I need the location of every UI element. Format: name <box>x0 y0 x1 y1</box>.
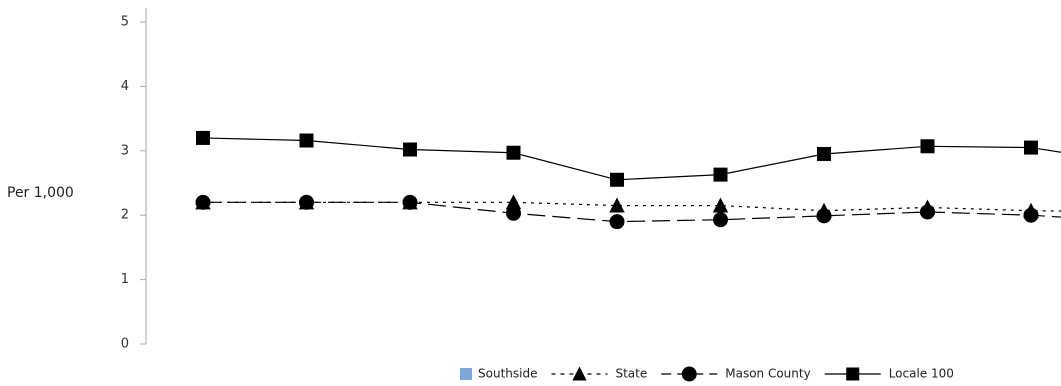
legend-label-locale-100: Locale 100 <box>889 367 954 381</box>
data-point-locale-100-3 <box>403 142 417 157</box>
data-point-mason-county-5 <box>609 214 625 230</box>
data-point-mason-county-6 <box>713 212 728 228</box>
data-point-locale-100-6 <box>713 167 728 182</box>
legend-label-state: State <box>615 367 647 381</box>
data-point-locale-100-4 <box>506 145 521 160</box>
data-point-locale-100-9 <box>1024 140 1038 155</box>
legend-label-southside: Southside <box>478 367 537 381</box>
data-point-mason-county-2 <box>299 194 314 210</box>
y-axis-label: Per 1,000 <box>7 185 74 201</box>
legend-label-mason-county: Mason County <box>725 367 810 381</box>
y-tick-label-3: 3 <box>121 143 129 158</box>
legend-item-mason-county: Mason County <box>661 366 811 382</box>
y-tick-label-1: 1 <box>121 272 129 287</box>
data-point-state-4 <box>505 194 522 210</box>
series-line-locale-100 <box>202 137 1061 181</box>
data-point-locale-100-1 <box>196 130 210 145</box>
data-point-locale-100-8 <box>920 139 935 154</box>
legend-item-locale-100: Locale 100 <box>824 367 954 381</box>
legend-swatch-southside <box>460 368 472 380</box>
series-line-mason-county <box>203 201 1061 223</box>
data-point-mason-county-9 <box>1023 207 1039 223</box>
axes: 0 1 2 3 4 5 <box>121 8 147 352</box>
data-point-locale-100-5 <box>610 172 624 187</box>
data-point-mason-county-7 <box>816 208 832 224</box>
legend-marker-state <box>572 366 587 381</box>
legend: Southside State Mason County Locale 100 <box>460 366 954 382</box>
data-point-state-6 <box>712 197 729 213</box>
data-point-state-5 <box>609 197 625 213</box>
series-layer <box>195 130 1061 230</box>
y-tick-label-5: 5 <box>121 15 129 30</box>
data-point-mason-county-8 <box>920 204 935 220</box>
data-point-locale-100-7 <box>817 147 831 162</box>
series-line-state <box>203 201 1061 212</box>
data-point-mason-county-1 <box>195 194 211 210</box>
y-tick-label-4: 4 <box>121 79 129 94</box>
y-tick-label-2: 2 <box>121 208 129 223</box>
legend-marker-mason-county <box>681 366 697 382</box>
legend-marker-locale-100 <box>846 367 860 381</box>
legend-item-southside: Southside <box>460 367 537 381</box>
series-locale-100 <box>196 130 1061 187</box>
series-mason-county <box>195 194 1061 230</box>
data-point-locale-100-2 <box>299 133 314 148</box>
legend-item-state: State <box>551 366 647 381</box>
data-point-mason-county-4 <box>506 205 521 221</box>
data-point-mason-county-3 <box>402 194 418 210</box>
y-tick-label-0: 0 <box>121 337 129 352</box>
